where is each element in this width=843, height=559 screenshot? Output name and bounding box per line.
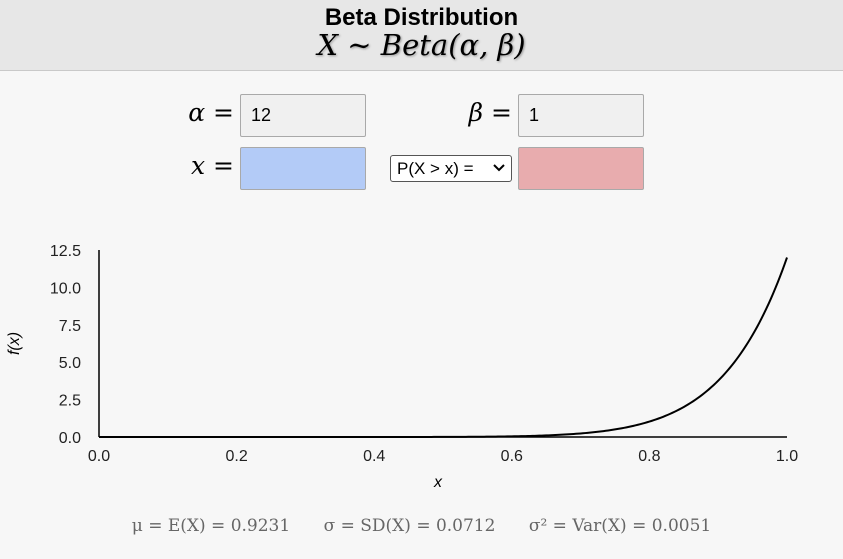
- summary-stats: μ = E(X) = 0.9231 σ = SD(X) = 0.0712 σ² …: [0, 516, 843, 536]
- alpha-input[interactable]: [240, 94, 366, 137]
- x-input[interactable]: [240, 147, 366, 190]
- density-curve: [99, 257, 788, 438]
- y-tick-label: 12.5: [50, 243, 81, 260]
- x-tick-label: 0.0: [88, 448, 110, 465]
- y-tick-label: 5.0: [59, 355, 81, 372]
- probability-type-select[interactable]: P(X > x) =: [390, 155, 512, 182]
- density-chart: 0.02.55.07.510.012.5 0.0 0.2 0.4 0.6 0.8 1.0 …: [6, 243, 798, 491]
- select-value: P(X > x) =: [397, 159, 474, 178]
- y-tick-label: 0.0: [59, 430, 81, 447]
- x-tick-label: 0.8: [638, 448, 660, 465]
- y-tick-label: 2.5: [59, 393, 81, 410]
- page-title: Beta Distribution: [324, 4, 519, 31]
- header: Beta Distribution X ∼ Beta(α, β): [0, 0, 843, 71]
- x-tick-label: 0.4: [363, 448, 385, 465]
- x-tick-label: 0.2: [225, 448, 247, 465]
- beta-input[interactable]: [518, 94, 644, 137]
- alpha-label: α =: [188, 98, 234, 127]
- x-tick-label: 0.6: [501, 448, 523, 465]
- mean-stat: μ = E(X) = 0.9231: [131, 516, 291, 536]
- y-tick-label: 7.5: [59, 318, 81, 335]
- y-axis-label: f(x): [6, 332, 23, 355]
- y-tick-label: 10.0: [50, 280, 81, 297]
- sd-stat: σ = SD(X) = 0.0712: [323, 516, 496, 536]
- x-label: x =: [191, 151, 234, 180]
- beta-label: β =: [468, 98, 512, 127]
- x-tick-label: 1.0: [776, 448, 798, 465]
- variance-stat: σ² = Var(X) = 0.0051: [528, 516, 712, 536]
- x-axis-label: x: [433, 474, 443, 491]
- page-subtitle: X ∼ Beta(α, β): [317, 28, 526, 62]
- chevron-down-icon: [493, 158, 505, 184]
- probability-output[interactable]: [518, 147, 644, 190]
